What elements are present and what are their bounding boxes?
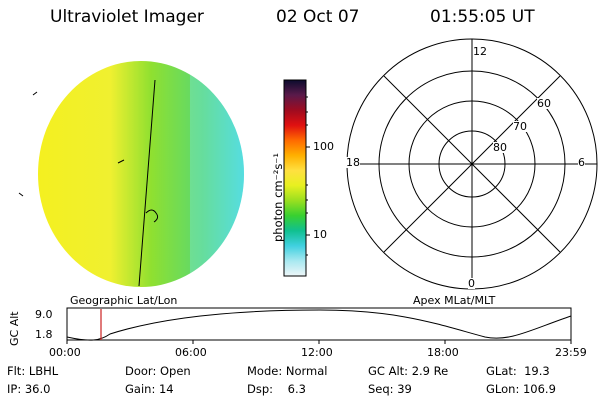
info-door: Door: Open xyxy=(125,364,191,378)
info-gcalt-label: GC Alt: xyxy=(368,364,409,378)
info-glon: GLon: 106.9 xyxy=(486,382,556,396)
instrument-title: Ultraviolet Imager xyxy=(50,7,204,27)
info-dsp-label: Dsp: xyxy=(247,382,274,396)
altitude-ymin: 1.8 xyxy=(35,328,53,341)
mlt-label-12: 12 xyxy=(473,45,487,58)
x-tick-2359: 23:59 xyxy=(555,346,587,359)
colorbar-unit-label: photon cm⁻²s⁻¹ xyxy=(271,153,285,242)
info-seq-value: 39 xyxy=(397,382,412,396)
info-dsp: Dsp: 6.3 xyxy=(247,382,306,396)
mlt-label-6: 6 xyxy=(578,156,585,169)
info-gcalt-value: 2.9 Re xyxy=(411,364,449,378)
x-tick-0000: 00:00 xyxy=(49,346,81,359)
time-label: 01:55:05 UT xyxy=(430,7,535,27)
info-mode-value: Normal xyxy=(285,364,328,378)
earth-disk xyxy=(38,61,244,287)
polar-plot xyxy=(346,38,598,290)
info-glat-value: 19.3 xyxy=(524,364,550,378)
colorbar-tick-100: 100 xyxy=(313,140,334,153)
info-gc-alt: GC Alt: 2.9 Re xyxy=(368,364,449,378)
info-glat: GLat: 19.3 xyxy=(486,364,550,378)
info-glon-value: 106.9 xyxy=(522,382,556,396)
mlt-label-0: 0 xyxy=(468,277,475,290)
info-gain-label: Gain: xyxy=(125,382,156,396)
uv-image xyxy=(18,61,244,287)
info-door-label: Door: xyxy=(125,364,157,378)
date-label: 02 Oct 07 xyxy=(276,7,360,27)
info-glat-label: GLat: xyxy=(486,364,517,378)
x-tick-0600: 06:00 xyxy=(175,346,207,359)
info-ip-value: 36.0 xyxy=(24,382,51,396)
lat-label-60: 60 xyxy=(537,97,551,110)
info-dsp-value: 6.3 xyxy=(287,382,306,396)
altitude-ylabel: GC Alt xyxy=(8,311,21,346)
info-flt-label: Flt: xyxy=(7,364,26,378)
info-door-value: Open xyxy=(159,364,191,378)
info-mode-label: Mode: xyxy=(247,364,283,378)
color-bar xyxy=(283,79,310,277)
info-flt-value: LBHL xyxy=(28,364,59,378)
terminator-line xyxy=(138,79,156,287)
coastline-fragment xyxy=(145,209,159,223)
info-ip-label: IP: xyxy=(7,382,22,396)
colorbar-tick-10: 10 xyxy=(313,228,327,241)
altitude-plot xyxy=(66,307,572,344)
x-tick-1800: 18:00 xyxy=(427,346,459,359)
altitude-ymax: 9.0 xyxy=(35,308,53,321)
info-seq: Seq: 39 xyxy=(368,382,412,396)
x-tick-1200: 12:00 xyxy=(301,346,333,359)
info-glon-label: GLon: xyxy=(486,382,520,396)
info-mode: Mode: Normal xyxy=(247,364,328,378)
info-flt: Flt: LBHL xyxy=(7,364,59,378)
altitude-curve xyxy=(66,309,572,341)
apex-projection-label: Apex MLat/MLT xyxy=(413,294,496,307)
info-ip: IP: 36.0 xyxy=(7,382,51,396)
lat-label-80: 80 xyxy=(493,141,507,154)
info-gain-value: 14 xyxy=(158,382,174,396)
geographic-projection-label: Geographic Lat/Lon xyxy=(70,294,178,307)
info-gain: Gain: 14 xyxy=(125,382,174,396)
lat-label-70: 70 xyxy=(513,120,527,133)
mlt-label-18: 18 xyxy=(346,156,360,169)
info-seq-label: Seq: xyxy=(368,382,394,396)
